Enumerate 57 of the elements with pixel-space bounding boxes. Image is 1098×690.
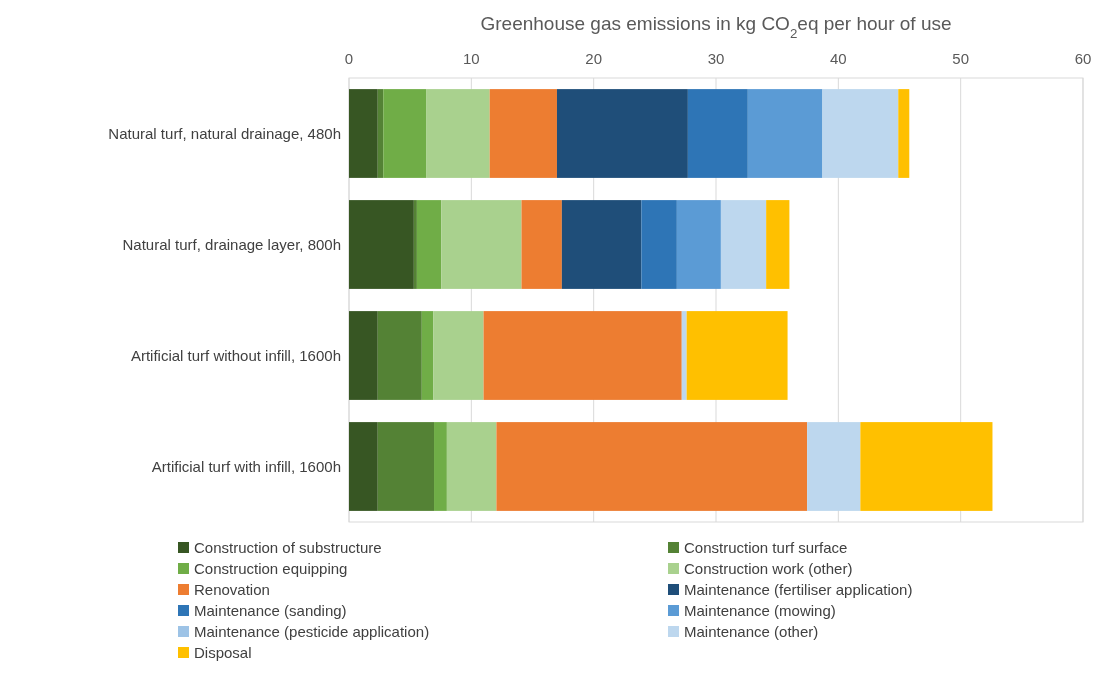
legend-label: Maintenance (sanding)	[194, 602, 347, 620]
bar	[521, 200, 562, 289]
legend-label: Construction work (other)	[684, 560, 853, 578]
bar	[641, 200, 677, 289]
bar	[441, 200, 522, 289]
bar	[556, 89, 688, 178]
legend-label: Maintenance (pesticide application)	[194, 623, 430, 641]
bar	[383, 89, 427, 178]
bar	[483, 311, 682, 400]
x-axis-title: Greenhouse gas emissions in kg CO$_{2}$eq per hour of use	[480, 13, 952, 41]
bar	[377, 422, 435, 511]
bar	[720, 200, 767, 289]
bar	[561, 200, 642, 289]
bar	[426, 89, 490, 178]
legend-label: Disposal	[194, 644, 252, 662]
x-tick-label: 0	[344, 50, 354, 67]
y-tick-label: Artificial turf with infill, 1600h	[151, 457, 341, 475]
x-tick-label: 60	[1074, 50, 1092, 67]
bar	[822, 89, 899, 178]
bar	[434, 422, 447, 511]
legend-label: Construction equipping	[194, 560, 348, 578]
x-tick-label: 20	[585, 50, 603, 67]
x-tick-label: 50	[952, 50, 970, 67]
x-tick-label: 30	[707, 50, 725, 67]
bar	[349, 200, 414, 289]
x-tick-label: 40	[829, 50, 847, 67]
bar	[807, 422, 861, 511]
bar	[687, 89, 748, 178]
legend-label: Maintenance (mowing)	[684, 602, 836, 620]
y-tick-label: Artificial turf without infill, 1600h	[130, 346, 341, 364]
legend-label: Maintenance (fertiliser application)	[684, 581, 913, 599]
bar	[446, 422, 497, 511]
bar	[489, 89, 557, 178]
bar	[416, 200, 442, 289]
y-tick-label: Natural turf, natural drainage, 480h	[108, 124, 341, 142]
bar	[686, 311, 788, 400]
bar	[349, 422, 378, 511]
bar	[349, 89, 378, 178]
bar	[898, 89, 910, 178]
y-tick-label: Natural turf, drainage layer, 800h	[122, 235, 341, 253]
bar	[349, 311, 378, 400]
bar	[377, 89, 384, 178]
bar	[747, 89, 823, 178]
bar	[413, 200, 417, 289]
legend-label: Construction of substructure	[194, 539, 382, 557]
bar	[421, 311, 434, 400]
legend-label: Construction turf surface	[684, 539, 848, 557]
legend-label: Maintenance (other)	[684, 623, 819, 641]
x-tick-label: 10	[462, 50, 480, 67]
bar	[496, 422, 808, 511]
bar	[377, 311, 422, 400]
legend-label: Renovation	[194, 581, 270, 599]
bar	[860, 422, 993, 511]
bar	[676, 200, 721, 289]
bar	[766, 200, 790, 289]
bar	[433, 311, 484, 400]
bar	[681, 311, 687, 400]
